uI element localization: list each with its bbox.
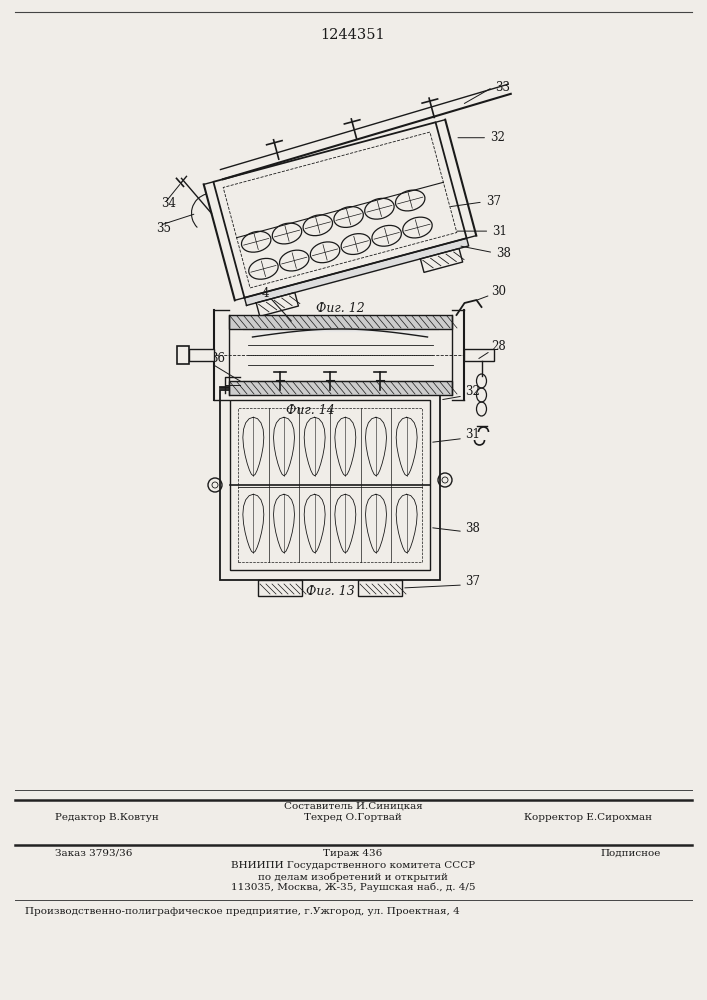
Text: 1244351: 1244351 <box>321 28 385 42</box>
Text: 113035, Москва, Ж-35, Раушская наб., д. 4/5: 113035, Москва, Ж-35, Раушская наб., д. … <box>230 883 475 892</box>
Text: 36: 36 <box>210 352 225 365</box>
Text: 37: 37 <box>486 195 501 208</box>
Text: 30: 30 <box>491 285 506 298</box>
Text: 34: 34 <box>161 197 177 210</box>
Text: 38: 38 <box>496 247 511 260</box>
Polygon shape <box>245 238 469 305</box>
Text: Тираж 436: Тираж 436 <box>323 849 382 858</box>
Text: 38: 38 <box>465 522 480 536</box>
Bar <box>238 408 422 562</box>
Text: 35: 35 <box>156 222 172 235</box>
Bar <box>220 390 440 580</box>
Bar <box>228 381 452 395</box>
Text: Фиг. 12: Фиг. 12 <box>315 302 364 315</box>
Text: Фиг. 13: Фиг. 13 <box>305 585 354 598</box>
Text: Заказ 3793/36: Заказ 3793/36 <box>55 849 132 858</box>
Text: по делам изобретений и открытий: по делам изобретений и открытий <box>258 872 448 882</box>
Bar <box>464 349 493 361</box>
Text: Техред О.Гортвай: Техред О.Гортвай <box>304 813 402 822</box>
Text: 33: 33 <box>495 81 510 94</box>
Bar <box>258 580 302 596</box>
Bar <box>358 580 402 596</box>
Text: 32: 32 <box>465 385 480 398</box>
Text: 31: 31 <box>465 428 480 440</box>
Text: Редактор В.Ковтун: Редактор В.Ковтун <box>55 813 159 822</box>
Text: 28: 28 <box>491 340 506 353</box>
Bar <box>228 315 452 329</box>
Bar <box>189 349 214 361</box>
Text: 4: 4 <box>262 287 269 300</box>
Text: Производственно-полиграфическое предприятие, г.Ужгород, ул. Проектная, 4: Производственно-полиграфическое предприя… <box>25 907 460 916</box>
Text: ВНИИПИ Государственного комитета СССР: ВНИИПИ Государственного комитета СССР <box>231 861 475 870</box>
Bar <box>230 400 430 570</box>
Bar <box>177 346 189 364</box>
Text: Корректор Е.Сирохман: Корректор Е.Сирохман <box>524 813 652 822</box>
Text: 37: 37 <box>465 575 480 588</box>
Text: 31: 31 <box>492 225 507 238</box>
Text: 32: 32 <box>490 131 505 144</box>
Text: Подписное: Подписное <box>600 849 660 858</box>
Text: Фиг. 14: Фиг. 14 <box>286 404 334 417</box>
Text: Составитель И.Синицкая: Составитель И.Синицкая <box>284 802 422 811</box>
